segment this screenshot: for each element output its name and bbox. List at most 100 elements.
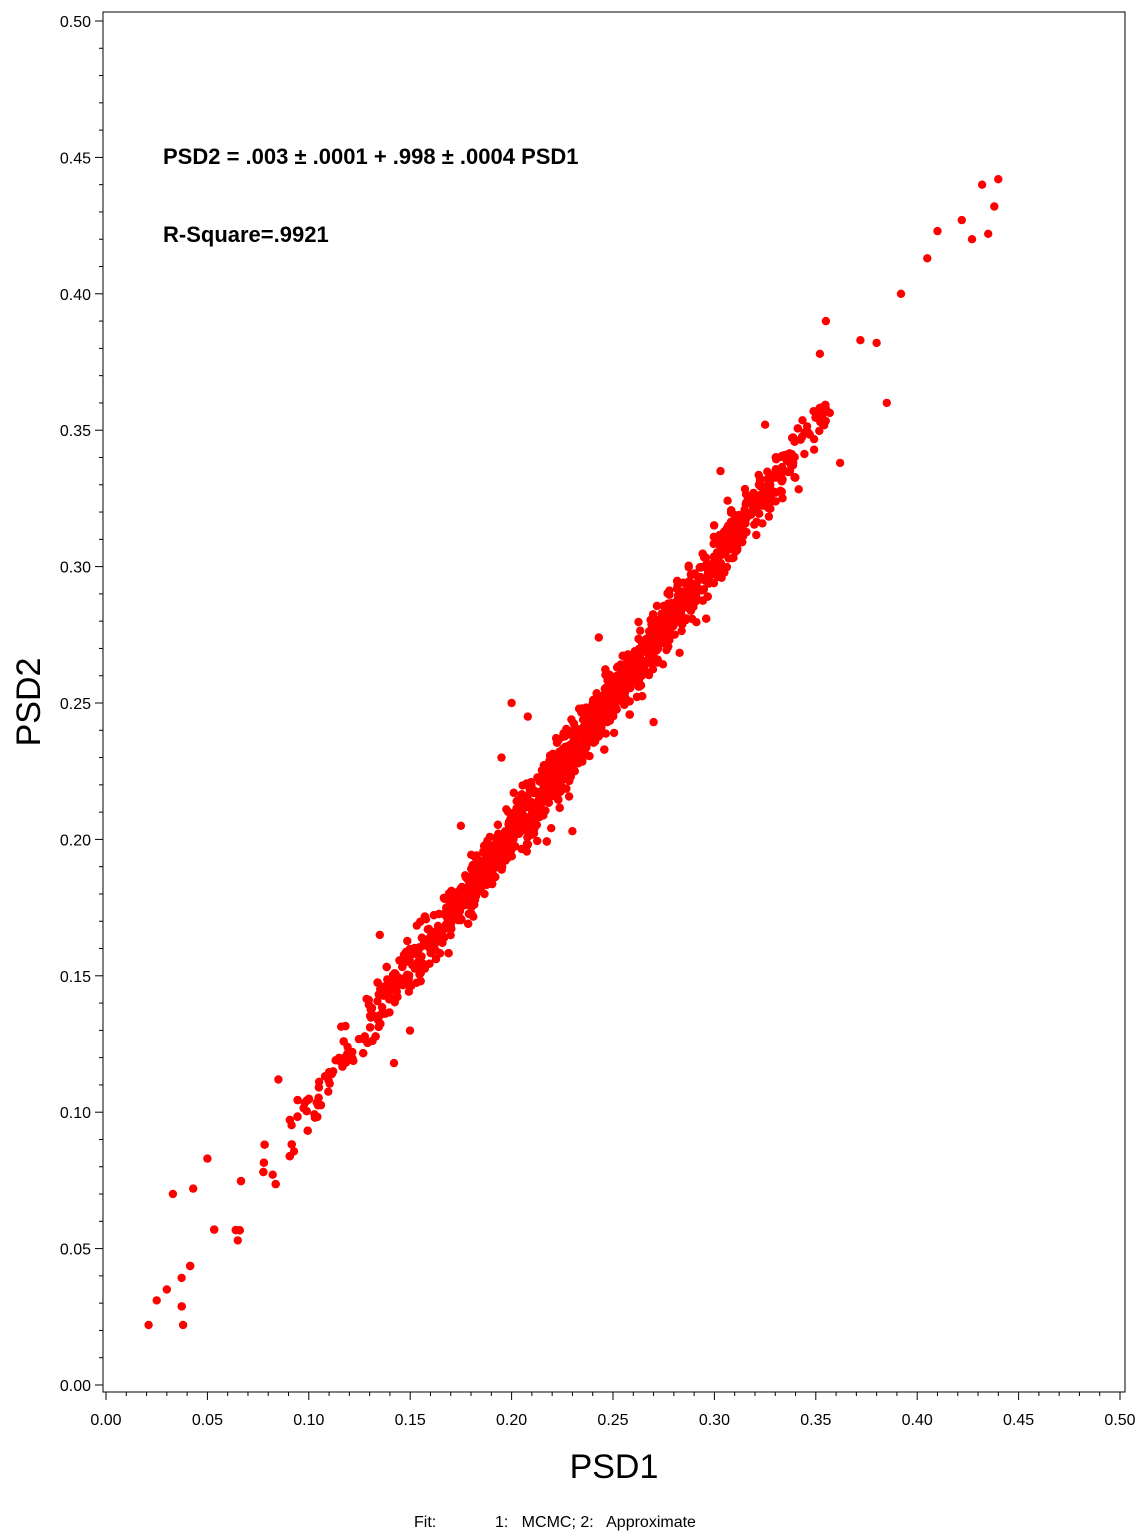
data-point	[609, 728, 619, 738]
data-point	[475, 856, 484, 865]
data-point	[446, 931, 455, 940]
data-point	[977, 180, 987, 189]
data-point	[638, 640, 647, 649]
data-point	[788, 461, 798, 470]
data-point	[754, 509, 764, 518]
data-point	[957, 215, 966, 225]
data-point	[177, 1302, 186, 1311]
data-point	[514, 829, 523, 838]
data-point	[293, 1112, 302, 1122]
data-point	[518, 816, 527, 825]
data-point	[503, 807, 513, 816]
data-point	[517, 844, 526, 854]
data-point	[809, 435, 819, 444]
data-point	[755, 491, 764, 500]
data-point	[551, 763, 560, 772]
data-point	[464, 909, 474, 919]
data-point	[635, 682, 644, 691]
y-tick-label: 0.20	[60, 832, 91, 849]
data-point	[558, 784, 567, 793]
data-point	[373, 997, 382, 1006]
data-point	[436, 936, 445, 945]
data-point	[314, 1083, 324, 1092]
data-point	[177, 1273, 186, 1283]
data-point	[815, 426, 824, 436]
data-point	[235, 1226, 244, 1235]
data-point	[533, 836, 542, 846]
data-point	[203, 1154, 212, 1163]
data-point	[789, 452, 798, 461]
x-tick-label: 0.35	[800, 1412, 831, 1429]
data-point	[558, 732, 568, 741]
data-point	[790, 435, 800, 445]
data-point	[569, 719, 578, 728]
data-point	[650, 636, 660, 646]
annotation-equation: PSD2 = .003 ± .0001 + .998 ± .0004 PSD1	[163, 144, 579, 169]
data-point	[681, 615, 690, 625]
data-point	[652, 601, 662, 611]
data-point	[477, 873, 487, 883]
data-point	[285, 1152, 294, 1161]
data-point	[544, 798, 553, 807]
data-point	[423, 925, 433, 934]
data-point	[469, 877, 478, 886]
data-point	[607, 686, 616, 695]
data-point	[675, 648, 684, 657]
data-point	[695, 563, 705, 572]
data-point	[803, 428, 813, 437]
data-point	[811, 413, 820, 422]
data-point	[684, 563, 693, 572]
data-point	[606, 706, 615, 715]
data-point	[398, 962, 407, 972]
data-point	[324, 1087, 333, 1096]
data-point	[718, 568, 728, 577]
data-point	[984, 229, 993, 238]
data-point	[815, 349, 825, 358]
y-tick-label: 0.45	[60, 150, 91, 167]
data-point	[494, 835, 503, 844]
data-point	[647, 648, 656, 658]
data-point	[561, 742, 570, 752]
data-point	[716, 466, 725, 476]
data-point	[471, 892, 481, 901]
data-point	[400, 979, 409, 989]
data-point	[545, 782, 555, 792]
data-point	[442, 903, 451, 912]
data-point	[402, 947, 411, 957]
data-point	[259, 1158, 269, 1167]
data-point	[570, 755, 579, 764]
data-point	[606, 679, 615, 689]
data-point	[417, 933, 427, 942]
data-point	[456, 821, 466, 830]
x-tick-label: 0.05	[192, 1412, 223, 1429]
data-point	[594, 732, 603, 741]
data-point	[752, 530, 761, 540]
data-point	[320, 1072, 330, 1081]
footer-fit-legend: 1: MCMC; 2: Approximate	[495, 1514, 696, 1531]
data-point	[727, 508, 736, 517]
data-point	[433, 921, 443, 931]
data-point	[444, 889, 454, 898]
data-point	[393, 975, 402, 985]
data-point	[698, 596, 707, 605]
data-point	[285, 1115, 295, 1125]
data-point	[186, 1261, 195, 1271]
data-point	[547, 824, 556, 833]
data-point	[405, 1026, 415, 1035]
x-tick-label: 0.50	[1104, 1412, 1135, 1429]
data-point	[819, 420, 828, 430]
data-point	[542, 837, 551, 846]
y-tick-label: 0.00	[60, 1378, 91, 1395]
y-tick-label: 0.50	[60, 14, 91, 31]
x-axis: 0.00 0.05 0.10 0.15 0.20 0.25 0.30 0.35 0.40 0.45…	[90, 1392, 1136, 1429]
data-point	[994, 175, 1003, 184]
data-point	[453, 911, 463, 920]
x-tick-label: 0.10	[293, 1412, 324, 1429]
data-point	[373, 1015, 383, 1025]
data-point	[522, 839, 532, 848]
data-point	[389, 1058, 399, 1068]
data-point	[617, 676, 627, 685]
data-point	[661, 611, 670, 620]
x-tick-label: 0.00	[90, 1412, 121, 1429]
